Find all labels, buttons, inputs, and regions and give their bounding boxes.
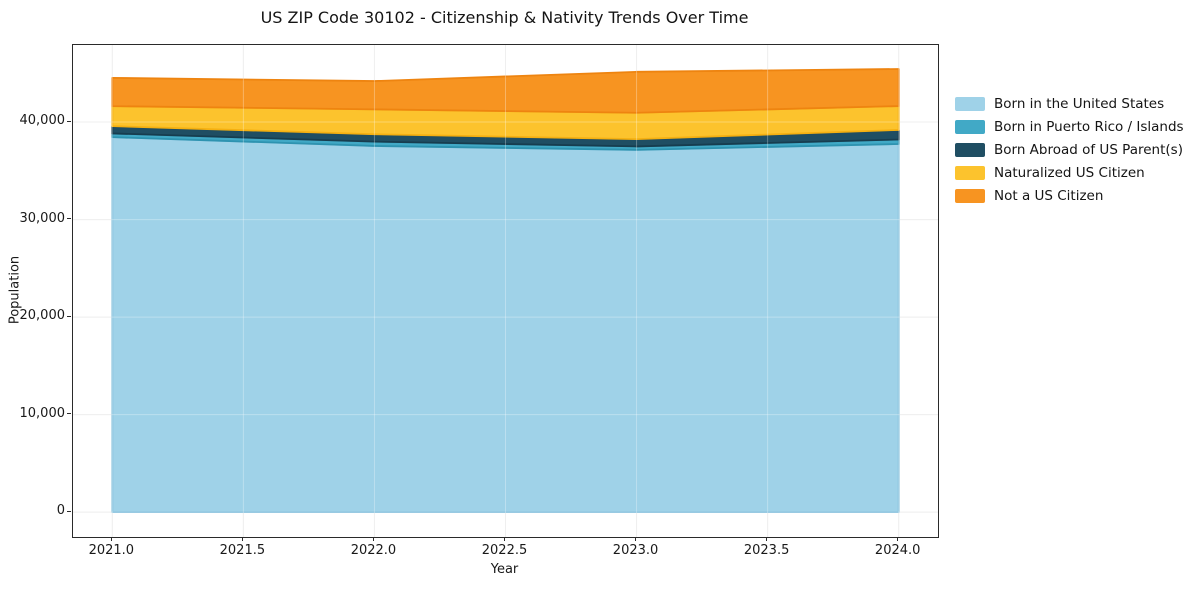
y-tick-mark	[67, 315, 71, 317]
legend-item-born-abroad-of-us-parent-s: Born Abroad of US Parent(s)	[955, 142, 1184, 158]
legend-label: Born Abroad of US Parent(s)	[994, 142, 1183, 158]
x-tick-label: 2023.0	[612, 543, 659, 558]
y-tick-mark	[67, 120, 71, 122]
legend-label: Born in the United States	[994, 96, 1165, 112]
x-tick-mark	[241, 537, 243, 541]
y-tick-label: 20,000	[19, 308, 66, 324]
legend-item-naturalized-us-citizen: Naturalized US Citizen	[955, 165, 1184, 181]
y-tick-label: 40,000	[19, 113, 66, 129]
plot-area	[72, 44, 939, 538]
x-tick-mark	[766, 537, 768, 541]
legend-item-not-a-us-citizen: Not a US Citizen	[955, 188, 1184, 204]
area-not-a-us-citizen	[111, 68, 900, 114]
y-tick-label: 30,000	[19, 210, 66, 226]
y-tick-label: 0	[56, 503, 65, 519]
stacked-area-chart	[73, 45, 938, 537]
legend-label: Not a US Citizen	[994, 188, 1104, 204]
x-tick-label: 2022.0	[350, 543, 397, 558]
legend-label: Born in Puerto Rico / Islands	[994, 119, 1184, 135]
y-tick-mark	[67, 218, 71, 220]
legend-item-born-in-the-united-states: Born in the United States	[955, 96, 1184, 112]
legend: Born in the United States Born in Puerto …	[955, 96, 1184, 212]
x-tick-label: 2021.0	[88, 543, 135, 558]
legend-item-born-in-puerto-rico-islands: Born in Puerto Rico / Islands	[955, 119, 1184, 135]
x-tick-mark	[504, 537, 505, 541]
y-tick-label: 10,000	[19, 405, 66, 421]
x-tick-label: 2021.5	[219, 543, 266, 558]
x-tick-mark	[372, 537, 374, 541]
y-tick-mark	[67, 413, 71, 415]
legend-swatch-born-in-puerto-rico-islands	[955, 120, 985, 134]
x-tick-label: 2024.0	[874, 543, 921, 558]
legend-swatch-naturalized-us-citizen	[955, 166, 985, 180]
legend-swatch-born-abroad-of-us-parent-s	[955, 143, 985, 157]
legend-label: Naturalized US Citizen	[994, 165, 1145, 181]
x-tick-label: 2023.5	[743, 543, 790, 558]
chart-title: US ZIP Code 30102 - Citizenship & Nativi…	[260, 8, 749, 27]
x-tick-mark	[635, 537, 637, 541]
x-tick-label: 2022.5	[481, 543, 528, 558]
legend-swatch-not-a-us-citizen	[955, 189, 985, 203]
x-tick-mark	[897, 537, 899, 541]
x-tick-mark	[110, 537, 112, 541]
y-tick-mark	[67, 510, 71, 512]
x-axis-label: Year	[490, 562, 519, 577]
legend-swatch-born-in-the-united-states	[955, 97, 985, 111]
